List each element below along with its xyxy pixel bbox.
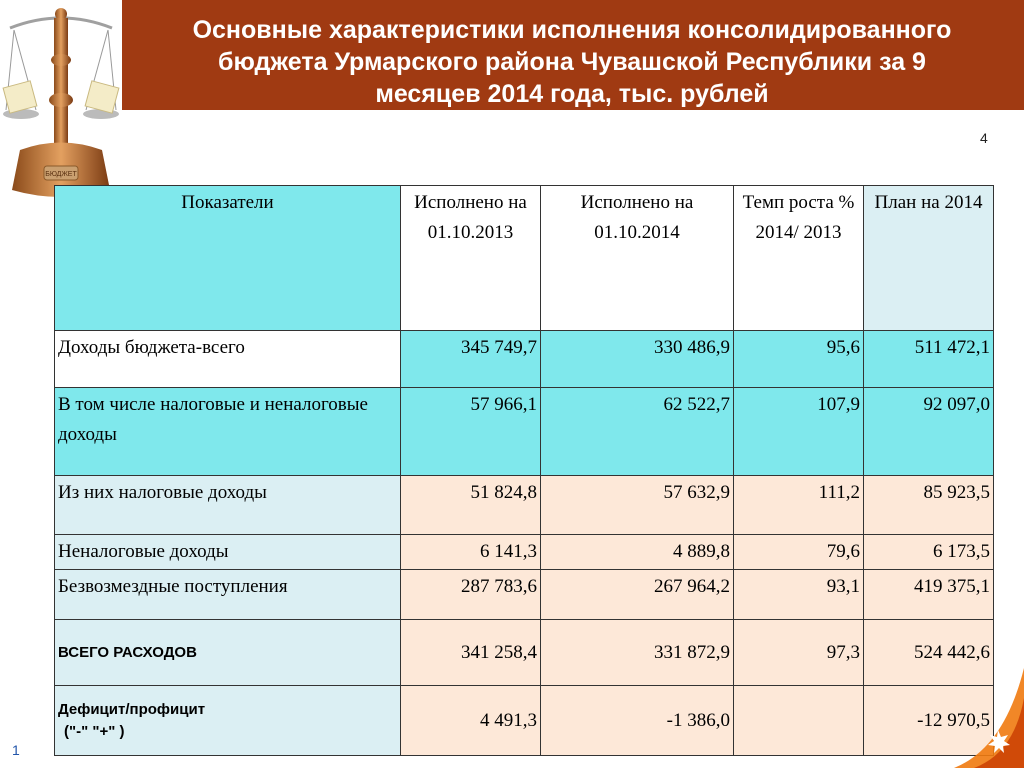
row-label: Из них налоговые доходы bbox=[54, 475, 401, 535]
row-label: ВСЕГО РАСХОДОВ bbox=[58, 644, 197, 661]
header-plan-2014: План на 2014 bbox=[863, 185, 994, 331]
slide-number: 4 bbox=[980, 130, 988, 146]
table-row: Безвозмездные поступления 287 783,6 267 … bbox=[54, 569, 994, 620]
cell-value: 92 097,0 bbox=[863, 387, 994, 476]
table-header-row: Показатели Исполнено на 01.10.2013 Испол… bbox=[54, 185, 994, 331]
table-row: Неналоговые доходы 6 141,3 4 889,8 79,6 … bbox=[54, 534, 994, 570]
cell-value: 62 522,7 bbox=[540, 387, 734, 476]
corner-decoration-icon bbox=[954, 668, 1024, 768]
row-label: Дефицит/профицит bbox=[58, 700, 206, 718]
header-executed-2014: Исполнено на 01.10.2014 bbox=[540, 185, 734, 331]
row-label: Доходы бюджета-всего bbox=[54, 330, 401, 388]
logo-caption: БЮДЖЕТ bbox=[45, 171, 77, 178]
cell-value bbox=[733, 685, 864, 756]
cell-value: 107,9 bbox=[733, 387, 864, 476]
cell-value: 93,1 bbox=[733, 569, 864, 620]
cell-value: -1 386,0 bbox=[540, 685, 734, 756]
slide-title: Основные характеристики исполнения консо… bbox=[120, 0, 1024, 110]
table-row: Из них налоговые доходы 51 824,8 57 632,… bbox=[54, 475, 994, 535]
page-number: 1 bbox=[12, 742, 20, 758]
table-row: Доходы бюджета-всего 345 749,7 330 486,9… bbox=[54, 330, 994, 388]
row-label-cell: Дефицит/профицит ("-" "+" ) bbox=[54, 685, 401, 756]
title-line-1: Основные характеристики исполнения консо… bbox=[192, 16, 952, 44]
cell-value: 4 889,8 bbox=[540, 534, 734, 570]
cell-value: 6 141,3 bbox=[400, 534, 541, 570]
cell-value: 97,3 bbox=[733, 619, 864, 686]
header-growth-rate: Темп роста % 2014/ 2013 bbox=[733, 185, 864, 331]
header-executed-2013: Исполнено на 01.10.2013 bbox=[400, 185, 541, 331]
row-label-cell: ВСЕГО РАСХОДОВ bbox=[54, 619, 401, 686]
header-indicators: Показатели bbox=[54, 185, 401, 331]
cell-value: 341 258,4 bbox=[400, 619, 541, 686]
title-line-3: месяцев 2014 года, тыс. рублей bbox=[375, 80, 769, 108]
cell-value: 331 872,9 bbox=[540, 619, 734, 686]
table-row: В том числе налоговые и неналоговые дохо… bbox=[54, 387, 994, 476]
cell-value: 57 966,1 bbox=[400, 387, 541, 476]
row-label: Безвозмездные поступления bbox=[54, 569, 401, 620]
table-row: Дефицит/профицит ("-" "+" ) 4 491,3 -1 3… bbox=[54, 685, 994, 756]
cell-value: 95,6 bbox=[733, 330, 864, 388]
cell-value: 111,2 bbox=[733, 475, 864, 535]
cell-value: 85 923,5 bbox=[863, 475, 994, 535]
cell-value: 4 491,3 bbox=[400, 685, 541, 756]
scales-icon: БЮДЖЕТ bbox=[2, 8, 120, 197]
cell-value: 287 783,6 bbox=[400, 569, 541, 620]
cell-value: 511 472,1 bbox=[863, 330, 994, 388]
cell-value: 57 632,9 bbox=[540, 475, 734, 535]
scales-logo: БЮДЖЕТ bbox=[0, 0, 122, 206]
cell-value: 6 173,5 bbox=[863, 534, 994, 570]
cell-value: -12 970,5 bbox=[863, 685, 994, 756]
cell-value: 345 749,7 bbox=[400, 330, 541, 388]
cell-value: 51 824,8 bbox=[400, 475, 541, 535]
title-line-2: бюджета Урмарского района Чувашской Респ… bbox=[218, 48, 926, 76]
cell-value: 267 964,2 bbox=[540, 569, 734, 620]
cell-value: 419 375,1 bbox=[863, 569, 994, 620]
cell-value: 79,6 bbox=[733, 534, 864, 570]
budget-table: Показатели Исполнено на 01.10.2013 Испол… bbox=[54, 185, 994, 756]
table-row: ВСЕГО РАСХОДОВ 341 258,4 331 872,9 97,3 … bbox=[54, 619, 994, 686]
row-label: Неналоговые доходы bbox=[54, 534, 401, 570]
row-label: В том числе налоговые и неналоговые дохо… bbox=[54, 387, 401, 476]
row-label-note: ("-" "+" ) bbox=[64, 722, 125, 740]
cell-value: 330 486,9 bbox=[540, 330, 734, 388]
